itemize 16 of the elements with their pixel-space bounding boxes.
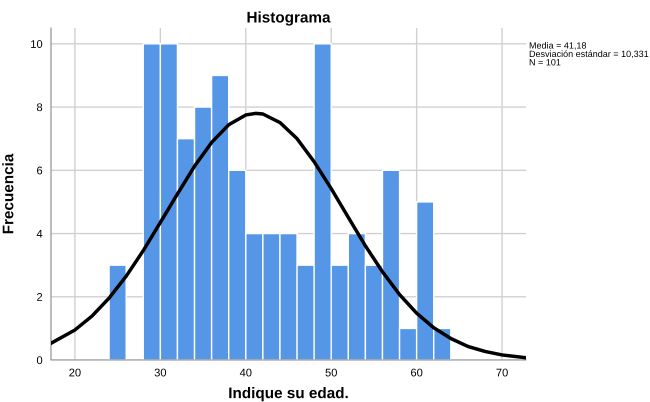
chart-title: Histograma xyxy=(248,11,331,26)
y-tick-label: 4 xyxy=(36,230,42,238)
y-tick-label: 0 xyxy=(36,356,42,364)
x-tick-label: 50 xyxy=(325,368,337,376)
y-tick-label: 2 xyxy=(37,293,42,301)
y-tick-label: 6 xyxy=(37,166,42,174)
x-tick-label: 20 xyxy=(69,368,81,376)
y-tick-label: 10 xyxy=(31,40,42,48)
x-tick-label: 30 xyxy=(154,368,166,376)
y-tick-label: 8 xyxy=(36,103,42,112)
x-tick-label: 40 xyxy=(240,368,252,376)
x-axis-title: Indique su edad. xyxy=(229,387,348,402)
text: Media = 41,18 Desviación estándar = 10,331 N = 101 xyxy=(530,42,648,66)
y-axis-title: Frecuencia xyxy=(2,154,14,234)
x-tick-label: 70 xyxy=(496,368,508,376)
x-tick-label: 60 xyxy=(411,368,422,376)
